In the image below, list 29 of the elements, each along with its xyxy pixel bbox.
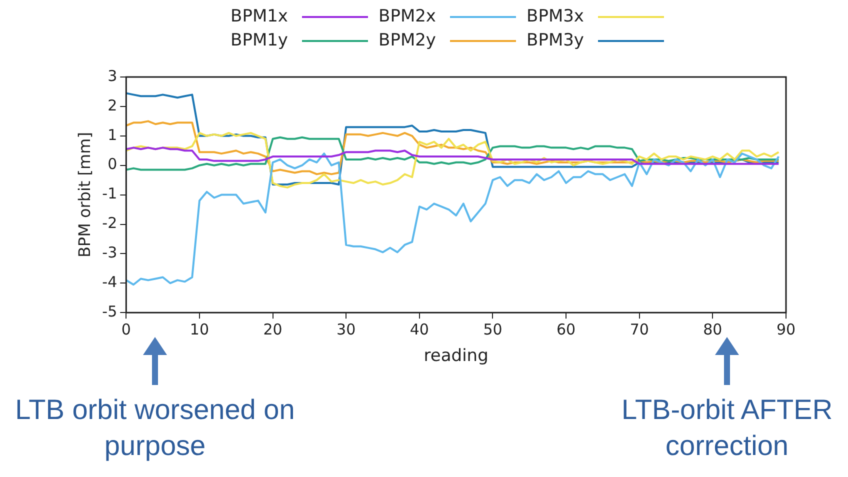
y-tick-label: 1	[108, 126, 118, 144]
x-axis-title: reading	[424, 346, 488, 366]
x-tick-label: 40	[410, 320, 429, 338]
legend-label: BPM2x	[378, 6, 436, 26]
text: LTB-orbit AFTER correction	[620, 393, 834, 463]
text: LTB orbit worsened on purpose	[15, 393, 295, 463]
y-tick-label: -4	[102, 273, 118, 292]
x-tick-label: 60	[556, 320, 576, 338]
x-tick-label: 0	[121, 320, 131, 338]
x-tick-label: 30	[336, 320, 356, 338]
y-tick-label: 3	[108, 66, 118, 85]
x-tick-label: 80	[703, 320, 722, 338]
legend-label: BPM3y	[526, 30, 584, 50]
x-tick-label: 20	[263, 320, 282, 338]
y-tick-label: -1	[102, 184, 118, 203]
y-tick-label: 2	[108, 96, 118, 114]
legend-label: BPM2y	[378, 30, 436, 50]
legend-label: BPM1x	[230, 6, 288, 26]
x-tick-label: 10	[190, 320, 210, 338]
y-tick-label: -5	[102, 302, 118, 320]
y-axis-title: BPM orbit [mm]	[74, 132, 94, 258]
y-tick-label: -3	[102, 244, 118, 262]
x-tick-label: 90	[776, 320, 796, 338]
y-tick-label: -2	[102, 214, 118, 232]
x-tick-label: 70	[630, 320, 649, 338]
legend-label: BPM1y	[230, 30, 288, 50]
x-tick-label: 50	[483, 320, 502, 338]
legend-label: BPM3x	[526, 6, 584, 26]
y-tick-label: 0	[108, 155, 118, 174]
